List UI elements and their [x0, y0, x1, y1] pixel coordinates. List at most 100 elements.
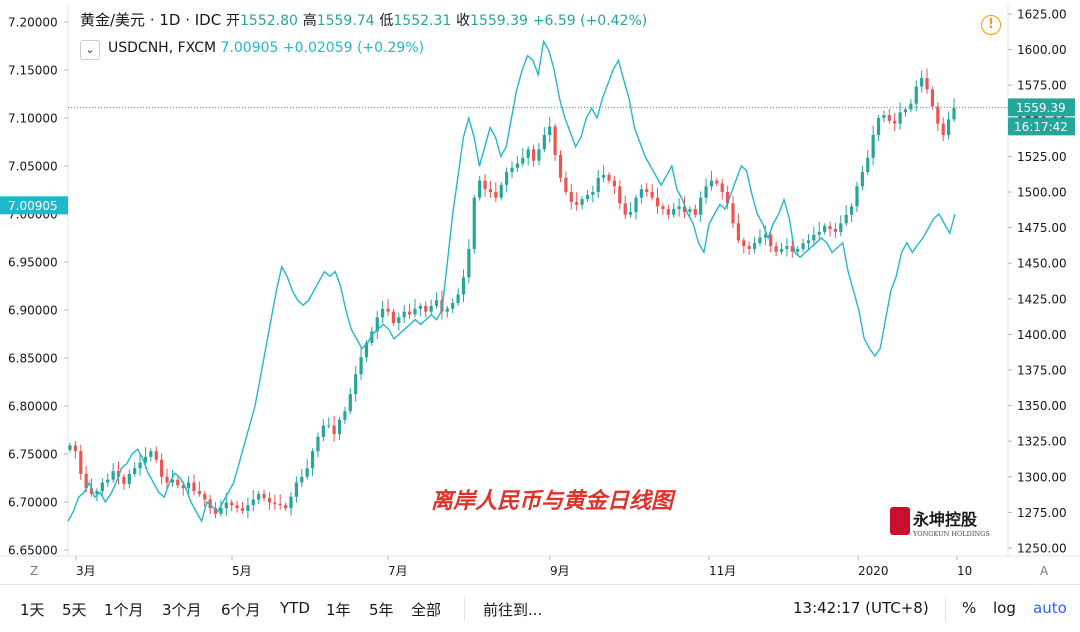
auto-scale-toggle[interactable]: auto — [1033, 599, 1067, 617]
candle-body — [402, 311, 406, 318]
left-axis-tick-label: 6.90000 — [8, 304, 58, 318]
candle-body — [149, 451, 153, 457]
candle-body — [569, 192, 573, 202]
candle-body — [456, 294, 460, 304]
candle-body — [332, 425, 336, 435]
candle-body — [176, 479, 180, 486]
overlay-value-label: 7.00905 — [8, 199, 58, 213]
candle-body — [488, 189, 493, 192]
range-6m-button[interactable]: 6个月 — [221, 601, 261, 619]
candle-body — [337, 419, 342, 435]
candle-body — [855, 186, 859, 207]
open-label: 开 — [226, 13, 240, 29]
chart-canvas[interactable]: 1625.001600.001575.001550.001525.001500.… — [0, 0, 1080, 584]
candle-body — [95, 491, 99, 494]
candle-body — [823, 226, 827, 232]
candle-body — [300, 476, 304, 483]
candle-body — [726, 192, 730, 204]
toolbar-divider — [464, 597, 465, 621]
right-axis-tick-label: 1475.00 — [1017, 221, 1067, 235]
range-1y-button[interactable]: 1年 — [326, 601, 351, 619]
candle-body — [197, 491, 201, 494]
candle-body — [127, 473, 131, 484]
candle-body — [273, 502, 277, 504]
candle-body — [246, 505, 250, 511]
candle-body — [68, 445, 72, 450]
candle-body — [73, 445, 77, 452]
range-3m-button[interactable]: 3个月 — [162, 601, 202, 619]
right-axis-tick-label: 1400.00 — [1017, 328, 1067, 342]
range-5y-button[interactable]: 5年 — [369, 601, 394, 619]
candle-body — [100, 482, 104, 492]
right-axis-tick-label: 1450.00 — [1017, 257, 1067, 271]
percent-scale-toggle[interactable]: % — [962, 599, 977, 617]
candle-body — [267, 498, 272, 503]
range-ytd-button[interactable]: YTD — [280, 599, 310, 617]
candle-body — [203, 493, 207, 500]
open-value: 1552.80 — [240, 13, 298, 29]
candle-body — [434, 300, 439, 306]
usdcnh-line — [67, 39, 956, 524]
candle-body — [445, 308, 449, 312]
range-5d-button[interactable]: 5天 — [62, 601, 87, 619]
left-axis-tick-label: 6.65000 — [8, 544, 58, 558]
candle-body — [192, 482, 196, 492]
left-axis-tick-label: 7.10000 — [8, 112, 58, 126]
candle-body — [170, 479, 175, 483]
candle-body — [305, 468, 309, 477]
log-scale-toggle[interactable]: log — [993, 599, 1016, 617]
candle-body — [316, 436, 320, 452]
countdown-label: 16:17:42 — [1014, 120, 1068, 134]
candle-body — [639, 189, 643, 198]
right-axis-tick-label: 1300.00 — [1017, 470, 1067, 484]
candle-body — [790, 246, 794, 252]
candle-body — [655, 197, 660, 207]
candle-body — [375, 317, 379, 332]
candle-body — [213, 508, 218, 514]
goto-date-button[interactable]: 前往到... — [483, 601, 543, 619]
candle-body — [666, 209, 670, 215]
candle-body — [429, 305, 433, 312]
candle-body — [618, 186, 622, 204]
candle-body — [499, 184, 503, 198]
candle-body — [898, 112, 902, 124]
candle-body — [386, 308, 390, 312]
candle-body — [160, 459, 164, 477]
x-axis-tick-label: 5月 — [232, 564, 252, 578]
candle-body — [154, 451, 158, 460]
candle-body — [251, 499, 255, 506]
right-axis-tick-label: 1525.00 — [1017, 150, 1067, 164]
candle-body — [111, 471, 115, 480]
candle-body — [941, 123, 945, 136]
candle-body — [839, 223, 843, 232]
candle-body — [364, 342, 369, 358]
warning-icon[interactable]: ! — [981, 15, 1001, 35]
candle-body — [812, 234, 816, 241]
range-1d-button[interactable]: 1天 — [20, 601, 45, 619]
candle-body — [736, 223, 740, 241]
x-axis-tick-label: 9月 — [550, 564, 570, 578]
left-axis-tick-label: 6.95000 — [8, 256, 58, 270]
right-axis-tick-label: 1425.00 — [1017, 292, 1067, 306]
range-1m-button[interactable]: 1个月 — [104, 601, 144, 619]
right-axis-tick-label: 1500.00 — [1017, 186, 1067, 200]
candle-body — [208, 499, 212, 509]
candle-body — [947, 119, 951, 136]
x-axis-tick-label: 7月 — [388, 564, 408, 578]
chart-title: 离岸人民币与黄金日线图 — [431, 488, 677, 514]
candle-body — [866, 157, 870, 173]
candle-body — [806, 240, 811, 244]
range-all-button[interactable]: 全部 — [411, 601, 442, 619]
clock-timezone[interactable]: 13:42:17 (UTC+8) — [793, 599, 929, 617]
left-axis-tick-label: 6.75000 — [8, 448, 58, 462]
chevron-down-icon[interactable]: ⌄ — [80, 40, 100, 60]
candle-body — [278, 503, 282, 506]
auto-axis-button: A — [1040, 564, 1049, 578]
left-axis-tick-label: 7.15000 — [8, 64, 58, 78]
main-symbol[interactable]: 黄金/美元 · 1D · IDC — [80, 11, 222, 29]
candle-body — [413, 308, 417, 315]
candle-body — [424, 305, 428, 312]
overlay-symbol[interactable]: USDCNH, FXCM — [108, 40, 217, 56]
x-axis-tick-label: 2020 — [858, 564, 889, 578]
candle-body — [650, 192, 654, 198]
